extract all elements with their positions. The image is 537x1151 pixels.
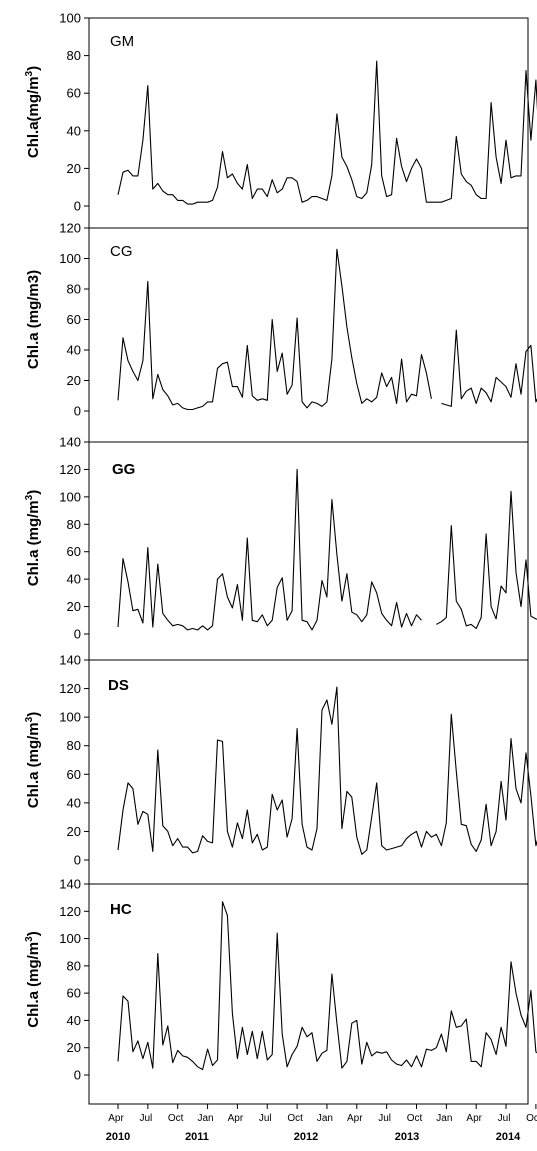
y-tick-label: 0 [74, 853, 81, 868]
x-tick-label: Jul [259, 1113, 272, 1124]
x-tick-label: Apr [228, 1113, 244, 1124]
y-tick-label: 20 [67, 599, 81, 614]
y-tick-label: 100 [59, 489, 81, 504]
y-tick-label: 20 [67, 1040, 81, 1055]
panel-gm: 0 20 40 60 80 100 Chl.a(mg/m3) GM [24, 11, 537, 229]
y-tick-label: 0 [74, 627, 81, 642]
x-tick-label: Jan [317, 1113, 333, 1124]
year-label: 2011 [185, 1131, 209, 1143]
y-tick-label: 120 [59, 221, 81, 236]
x-tick-label: Jan [197, 1113, 213, 1124]
y-tick-label: 80 [67, 282, 81, 297]
series-line [117, 60, 537, 205]
x-tick-label: Oct [287, 1113, 303, 1124]
y-tick-label: 40 [67, 795, 81, 810]
y-tick-label: 20 [67, 373, 81, 388]
y-tick-label: 80 [67, 738, 81, 753]
y-tick-label: 0 [74, 199, 81, 214]
year-label: 2013 [395, 1131, 419, 1143]
panel-frame [88, 17, 529, 229]
y-tick-label: 0 [74, 1068, 81, 1083]
x-tick-label: Apr [347, 1113, 363, 1124]
y-tick-label: 80 [67, 517, 81, 532]
year-label: 2010 [106, 1131, 130, 1143]
station-title: CG [110, 243, 133, 260]
panel-frame [88, 441, 529, 661]
station-title: GG [112, 461, 135, 478]
y-tick-label: 60 [67, 767, 81, 782]
y-tick-label: 140 [59, 435, 81, 450]
y-tick-label: 40 [67, 572, 81, 587]
y-axis-label: Chl.a (mg/m3) [25, 270, 42, 369]
y-tick-label: 100 [59, 931, 81, 946]
station-title: GM [110, 33, 134, 50]
series-line [117, 901, 537, 1071]
x-tick-label: Oct [168, 1113, 184, 1124]
y-tick-label: 120 [59, 904, 81, 919]
year-label: 2012 [294, 1131, 318, 1143]
y-tick-label: 60 [67, 986, 81, 1001]
y-axis-label: Chl.a (mg/m3) [24, 490, 42, 586]
series-line [117, 686, 537, 855]
y-tick-label: 60 [67, 544, 81, 559]
y-axis-label: Chl.a (mg/m3) [24, 712, 42, 808]
y-axis-label: Chl.a (mg/m3) [24, 931, 42, 1027]
time-axis: Apr Jul Oct Jan Apr Jul Oct Jan Apr Jul Oct Jan Apr J… [106, 1104, 537, 1143]
y-tick-label: 0 [74, 404, 81, 419]
panel-ds: 0 20 40 60 80 100 120 140 Chl.a (mg/m3) DS [24, 653, 537, 885]
series-line [436, 490, 537, 630]
panel-frame [88, 883, 529, 1105]
y-tick-label: 140 [59, 877, 81, 892]
y-tick-label: 20 [67, 161, 81, 176]
panel-frame [88, 227, 529, 443]
y-tick-label: 100 [59, 710, 81, 725]
y-tick-label: 80 [67, 48, 81, 63]
y-tick-label: 100 [59, 251, 81, 266]
x-tick-label: Jul [139, 1113, 152, 1124]
series-line [117, 468, 422, 631]
y-tick-label: 120 [59, 462, 81, 477]
y-tick-label: 20 [67, 824, 81, 839]
year-label: 2014 [496, 1131, 521, 1143]
x-tick-label: Jul [498, 1113, 511, 1124]
panel-gg: 0 20 40 60 80 100 120 140 Chl.a (mg/m3) GG [24, 435, 537, 661]
y-tick-label: 40 [67, 343, 81, 358]
panel-cg: 0 20 40 60 80 100 120 Chl.a (mg/m3) CG [25, 221, 537, 443]
y-tick-label: 100 [59, 11, 81, 26]
y-tick-label: 140 [59, 653, 81, 668]
x-tick-label: Oct [526, 1113, 537, 1124]
x-tick-label: Jan [436, 1113, 452, 1124]
station-title: DS [108, 677, 129, 694]
y-axis-label: Chl.a(mg/m3) [24, 66, 42, 158]
panel-hc: 0 20 40 60 80 100 120 140 Chl.a (mg/m3) HC [24, 877, 537, 1105]
y-tick-label: 40 [67, 123, 81, 138]
y-tick-label: 40 [67, 1013, 81, 1028]
y-tick-label: 80 [67, 958, 81, 973]
x-tick-label: Apr [108, 1113, 124, 1124]
x-tick-label: Apr [466, 1113, 482, 1124]
x-tick-label: Jul [378, 1113, 391, 1124]
y-tick-label: 60 [67, 312, 81, 327]
series-line [117, 248, 432, 411]
y-tick-label: 60 [67, 86, 81, 101]
series-line [441, 329, 537, 407]
panel-frame [88, 659, 529, 885]
y-tick-label: 120 [59, 681, 81, 696]
x-tick-label: Oct [407, 1113, 423, 1124]
station-title: HC [110, 901, 132, 918]
